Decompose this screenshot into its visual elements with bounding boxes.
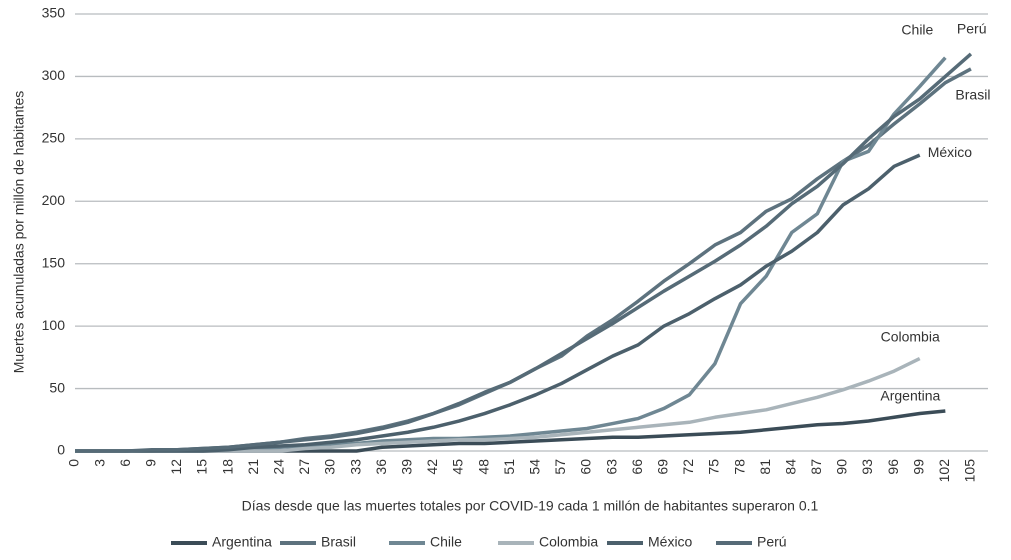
x-tick-label: 18	[219, 459, 235, 475]
legend-label: Chile	[430, 534, 462, 550]
x-tick-label: 39	[398, 459, 414, 475]
y-tick-label: 150	[42, 254, 66, 270]
y-tick-label: 0	[57, 442, 65, 458]
series-line	[75, 52, 973, 453]
series-end-label: Perú	[957, 21, 987, 37]
x-tick-label: 57	[552, 459, 568, 475]
x-axis-title: Días desde que las muertes totales por C…	[242, 498, 819, 514]
x-tick-label: 27	[296, 459, 312, 475]
y-tick-label: 350	[42, 5, 66, 21]
legend-label: Colombia	[539, 534, 598, 550]
x-tick-label: 48	[475, 459, 491, 475]
x-tick-label: 51	[501, 459, 517, 475]
x-tick-label: 75	[706, 459, 722, 475]
x-tick-label: 102	[936, 459, 952, 483]
x-tick-label: 30	[322, 459, 338, 475]
series-end-label: Brasil	[955, 87, 990, 103]
x-tick-label: 12	[168, 459, 184, 475]
x-tick-label: 36	[373, 459, 389, 475]
x-tick-label: 66	[629, 459, 645, 475]
x-tick-label: 63	[603, 459, 619, 475]
x-tick-label: 81	[757, 459, 773, 475]
x-tick-label: 72	[680, 459, 696, 475]
y-tick-label: 50	[49, 379, 65, 395]
legend-label: Argentina	[212, 534, 272, 550]
x-tick-label: 105	[962, 459, 978, 483]
series-end-label: Argentina	[880, 388, 940, 404]
series-line	[75, 67, 972, 453]
legend-label: Brasil	[321, 534, 356, 550]
series-end-label: Chile	[901, 21, 933, 37]
x-tick-label: 54	[526, 459, 542, 475]
x-tick-label: 42	[424, 459, 440, 475]
x-tick-label: 6	[117, 459, 133, 467]
x-tick-label: 21	[245, 459, 261, 475]
y-tick-label: 250	[42, 130, 66, 146]
legend-label: México	[648, 534, 693, 550]
x-tick-label: 9	[142, 459, 158, 467]
series-end-label: México	[928, 144, 973, 160]
x-tick-label: 33	[347, 459, 363, 475]
x-tick-label: 87	[808, 459, 824, 475]
series-line	[75, 409, 946, 453]
x-tick-label: 99	[910, 459, 926, 475]
x-tick-label: 78	[731, 459, 747, 475]
x-tick-label: 45	[450, 459, 466, 475]
y-axis-title: Muertes acumuladas por millón de habitan…	[11, 91, 27, 374]
x-tick-label: 84	[782, 459, 798, 475]
x-tick-label: 15	[194, 459, 210, 475]
series-end-label: Colombia	[881, 328, 940, 344]
legend-label: Perú	[757, 534, 787, 550]
x-tick-label: 93	[859, 459, 875, 475]
x-tick-label: 0	[66, 459, 82, 467]
series-line	[75, 153, 921, 453]
x-tick-label: 90	[834, 459, 850, 475]
series-line	[75, 56, 947, 453]
x-tick-label: 24	[270, 459, 286, 475]
y-tick-label: 100	[42, 317, 66, 333]
x-tick-label: 3	[91, 459, 107, 467]
x-tick-label: 69	[654, 459, 670, 475]
y-tick-label: 300	[42, 67, 66, 83]
y-tick-label: 200	[42, 192, 66, 208]
x-tick-label: 60	[578, 459, 594, 475]
x-tick-label: 96	[885, 459, 901, 475]
